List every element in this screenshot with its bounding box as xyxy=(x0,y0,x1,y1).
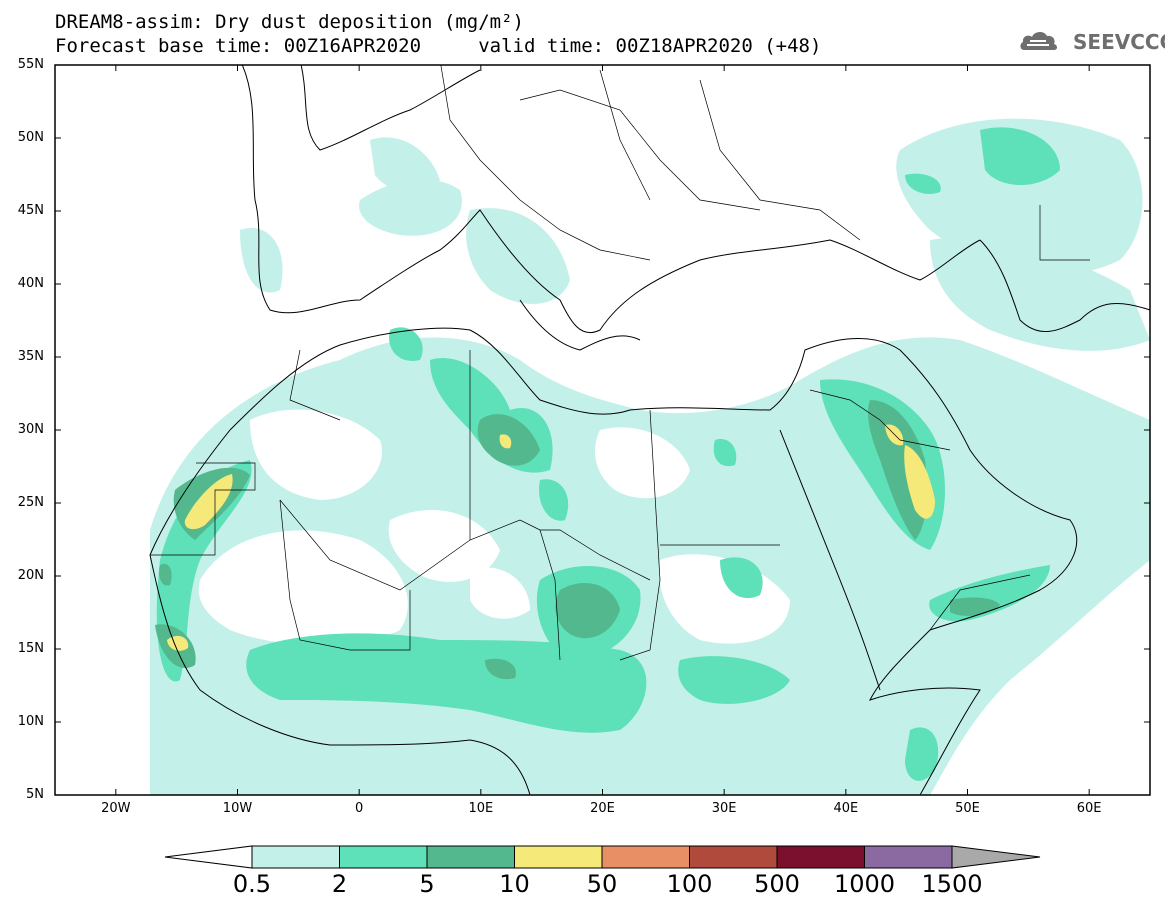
lon-tick-label: 10W xyxy=(222,801,253,816)
colorbar-label: 500 xyxy=(754,870,800,898)
lon-tick-label: 0 xyxy=(355,801,364,816)
lat-tick-label: 50N xyxy=(17,130,44,145)
colorbar-label: 5 xyxy=(419,870,435,898)
lon-tick-label: 20W xyxy=(101,801,131,816)
lat-tick-label: 45N xyxy=(17,203,44,218)
lat-tick-label: 40N xyxy=(17,276,44,291)
dust-level-4 xyxy=(167,424,935,651)
colorbar-swatch xyxy=(689,845,778,869)
colorbar-swatch xyxy=(601,845,690,869)
lat-tick-label: 35N xyxy=(17,349,44,364)
lat-tick-label: 10N xyxy=(17,714,44,729)
colorbar-swatch xyxy=(339,845,428,869)
lon-tick-label: 40E xyxy=(833,801,859,816)
map-title: DREAM8-assim: Dry dust deposition (mg/m²… xyxy=(55,11,524,33)
lon-tick-label: 30E xyxy=(711,801,737,816)
lat-tick-label: 15N xyxy=(17,641,44,656)
lon-tick-label: 10E xyxy=(468,801,494,816)
colorbar-label: 1500 xyxy=(921,870,983,898)
colorbar-min-arrow xyxy=(164,845,253,869)
colorbar-swatch xyxy=(776,845,865,869)
lon-tick-label: 50E xyxy=(955,801,980,816)
lat-tick-label: 55N xyxy=(17,57,44,72)
colorbar-swatch xyxy=(251,845,340,869)
lat-tick-label: 30N xyxy=(17,422,44,437)
colorbar xyxy=(164,845,1041,869)
lat-tick-label: 25N xyxy=(17,495,44,510)
colorbar-label: 1000 xyxy=(833,870,896,898)
colorbar-label: 50 xyxy=(586,870,618,898)
cloud-icon xyxy=(1020,31,1057,50)
forecast-time-line: Forecast base time: 00Z16APR2020 valid t… xyxy=(55,35,822,57)
coastlines xyxy=(149,65,1150,795)
colorbar-swatch xyxy=(514,845,603,869)
lon-tick-label: 60E xyxy=(1076,801,1102,816)
colorbar-swatch xyxy=(864,845,953,869)
axis-ticks xyxy=(55,64,1150,796)
colorbar-label: 2 xyxy=(331,870,348,898)
country-borders xyxy=(150,65,1090,661)
colorbar-swatch xyxy=(426,845,515,869)
lat-tick-label: 20N xyxy=(17,568,44,583)
lat-tick-label: 5N xyxy=(26,787,44,802)
lon-tick-label: 20E xyxy=(590,801,615,816)
colorbar-label: 0.5 xyxy=(232,870,272,898)
colorbar-max-arrow xyxy=(951,845,1041,869)
colorbar-label: 10 xyxy=(499,870,530,898)
seevccc-logo: SEEVCCC xyxy=(1073,30,1165,54)
colorbar-label: 100 xyxy=(666,870,713,898)
